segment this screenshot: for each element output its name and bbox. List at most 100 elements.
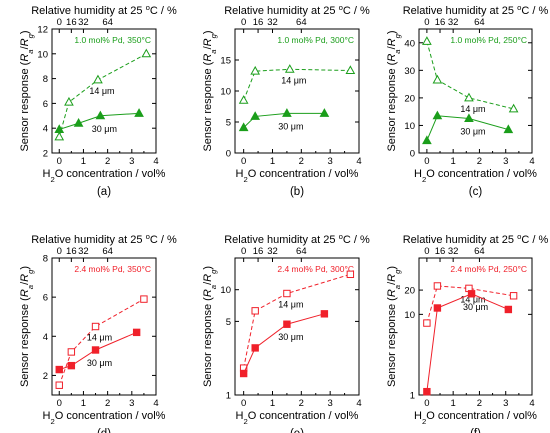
x-tick-label: 3 [328, 398, 333, 409]
x-tick-label: 1 [81, 156, 86, 167]
series-line-thin [58, 53, 147, 138]
top-tick-label: 32 [448, 246, 459, 257]
series-line-thin [426, 41, 514, 110]
data-point-square [91, 322, 100, 331]
top-tick-label: 0 [57, 246, 62, 257]
top-tick-label: 32 [78, 17, 89, 28]
x-tick-label: 0 [241, 156, 246, 167]
data-point-triangle [250, 111, 261, 120]
top-tick-label: 16 [435, 246, 446, 257]
data-point-square [132, 328, 141, 337]
x-tick-label: 2 [299, 156, 304, 167]
data-point-square [283, 320, 291, 328]
data-point-square [283, 289, 291, 298]
y-tick-label: 40 [404, 38, 415, 49]
condition-label: 2.4 mol% Pd, 250°C [450, 264, 527, 274]
y-tick-label: 2 [43, 149, 48, 160]
x-tick-label: 4 [529, 156, 534, 167]
x-tick-label: 4 [153, 398, 158, 409]
data-point-square [423, 319, 431, 327]
data-point-square [433, 282, 442, 290]
x-tick-label: 1 [451, 156, 456, 167]
series-name-label: 30 μm [278, 332, 303, 342]
condition-label: 2.4 mol% Pd, 300°C [277, 264, 354, 274]
y-tick-label: 10 [220, 87, 231, 98]
data-point-triangle [73, 118, 84, 127]
data-point-triangle [54, 131, 65, 141]
data-point-square [67, 348, 76, 356]
x-tick-label: 4 [356, 398, 361, 409]
x-axis-title: H2O concentration / vol% [236, 168, 359, 184]
panel-label: (e) [290, 428, 304, 433]
series-line-thick [426, 115, 509, 141]
x-tick-label: 1 [270, 156, 275, 167]
data-point-triangle [95, 110, 106, 120]
data-point-square [346, 270, 355, 279]
top-tick-label: 0 [424, 17, 429, 28]
panel-label: (b) [290, 186, 304, 198]
y-tick-label: 0 [226, 149, 231, 160]
y-tick-label: 0 [410, 149, 415, 160]
series-name-label: 14 μm [278, 300, 303, 310]
y-axis-title: Sensor response (Ra/Rg) [19, 30, 35, 151]
series-name-label: 14 μm [460, 294, 485, 304]
series-line-thick [243, 313, 325, 374]
top-axis-title: Relative humidity at 25 oC / % [224, 3, 370, 18]
series-line-thick [426, 293, 509, 392]
x-tick-label: 1 [451, 398, 456, 409]
chart-panel-2: 0 1 2 3 4 0 16 32 64 0 5 10 15 Relative humidity at 2… [202, 3, 370, 199]
top-tick-label: 64 [296, 17, 307, 28]
top-tick-label: 0 [241, 17, 246, 28]
top-tick-label: 0 [57, 17, 62, 28]
x-axis-title: H2O concentration / vol% [43, 410, 166, 426]
data-point-triangle [250, 65, 261, 75]
top-axis-title: Relative humidity at 25 oC / % [224, 232, 370, 247]
x-tick-label: 1 [81, 398, 86, 409]
y-tick-label: 10 [37, 49, 48, 60]
data-point-square [67, 361, 76, 370]
y-tick-label: 6 [43, 99, 48, 110]
y-axis-title: Sensor response (Ra/Rg) [202, 30, 218, 151]
top-tick-label: 16 [253, 246, 264, 257]
top-tick-label: 0 [241, 246, 246, 257]
y-tick-label: 8 [43, 254, 48, 265]
data-point-square [55, 381, 63, 389]
panel-label: (a) [97, 186, 111, 198]
top-tick-label: 64 [474, 17, 485, 28]
top-tick-label: 64 [296, 246, 307, 257]
x-tick-label: 4 [356, 156, 361, 167]
top-tick-label: 32 [267, 17, 278, 28]
series-line-thick [243, 112, 325, 128]
top-axis-title: Relative humidity at 25 oC / % [403, 3, 549, 18]
top-tick-label: 64 [474, 246, 485, 257]
data-point-square [320, 310, 329, 318]
y-tick-label: 4 [43, 332, 48, 343]
x-tick-label: 0 [57, 398, 62, 409]
top-axis-title: Relative humidity at 25 oC / % [403, 232, 549, 247]
series-name-label: 30 μm [87, 358, 112, 368]
top-axis-title: Relative humidity at 25 oC / % [31, 232, 177, 247]
y-tick-label: 2 [43, 371, 48, 382]
condition-label: 1.0 mol% Pd, 300°C [277, 35, 354, 45]
x-tick-label: 0 [424, 156, 429, 167]
data-point-triangle [508, 103, 519, 113]
x-tick-label: 2 [299, 398, 304, 409]
data-point-triangle [238, 95, 249, 104]
y-tick-label: 6 [43, 293, 48, 304]
x-tick-label: 2 [477, 156, 482, 167]
series-line-thick [59, 331, 137, 371]
y-tick-label: 1 [226, 391, 231, 402]
series-name-label: 30 μm [278, 121, 303, 131]
series-name-label: 30 μm [463, 302, 488, 312]
data-point-square [91, 346, 100, 354]
chart-panel-4: 0 1 2 3 4 0 16 32 64 2 4 6 8 Relative humidity at 25 … [19, 232, 177, 433]
y-tick-label: 10 [404, 310, 415, 321]
y-tick-label: 20 [404, 93, 415, 104]
top-tick-label: 64 [102, 246, 113, 257]
top-tick-label: 16 [253, 17, 264, 28]
series-name-label: 14 μm [460, 104, 485, 114]
x-axis-title: H2O concentration / vol% [414, 410, 537, 426]
x-tick-label: 3 [328, 156, 333, 167]
